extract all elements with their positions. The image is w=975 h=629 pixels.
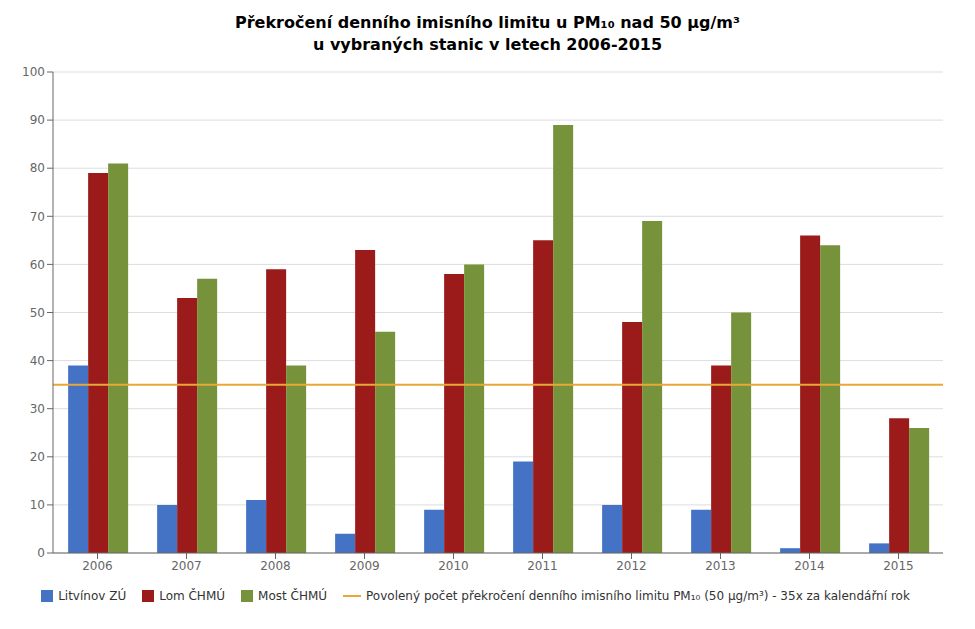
html-text:Lom ČHMÚ: Lom ČHMÚ xyxy=(159,589,225,603)
svg-text:50: 50 xyxy=(30,306,45,320)
svg-text:2012: 2012 xyxy=(616,559,647,573)
svg-text:2007: 2007 xyxy=(171,559,202,573)
svg-text:2010: 2010 xyxy=(438,559,469,573)
svg-text:2008: 2008 xyxy=(260,559,291,573)
html-text:Litvínov ZÚ: Litvínov ZÚ xyxy=(58,589,127,603)
svg-text:2015: 2015 xyxy=(883,559,914,573)
svg-text:2006: 2006 xyxy=(82,559,113,573)
svg-text:90: 90 xyxy=(30,113,45,127)
svg-text:60: 60 xyxy=(30,258,45,272)
svg-text:0: 0 xyxy=(37,546,45,560)
svg-text:2009: 2009 xyxy=(349,559,380,573)
svg-text:40: 40 xyxy=(30,354,45,368)
svg-text:100: 100 xyxy=(22,65,45,79)
html-text:Povolený počet překročení denn: Povolený počet překročení denního imisní… xyxy=(366,589,910,603)
html-text:u vybraných stanic v letech 20: u vybraných stanic v letech 2006-2015 xyxy=(312,35,662,54)
svg-text:30: 30 xyxy=(30,402,45,416)
html-text:Překročení denního imisního li: Překročení denního imisního limitu u PM₁… xyxy=(235,13,740,32)
svg-text:70: 70 xyxy=(30,210,45,224)
svg-text:20: 20 xyxy=(30,450,45,464)
svg-text:10: 10 xyxy=(30,498,45,512)
svg-text:2014: 2014 xyxy=(794,559,825,573)
svg-text:80: 80 xyxy=(30,161,45,175)
svg-text:2011: 2011 xyxy=(527,559,558,573)
html-text:Most ČHMÚ: Most ČHMÚ xyxy=(258,589,327,603)
svg-text:2013: 2013 xyxy=(705,559,736,573)
